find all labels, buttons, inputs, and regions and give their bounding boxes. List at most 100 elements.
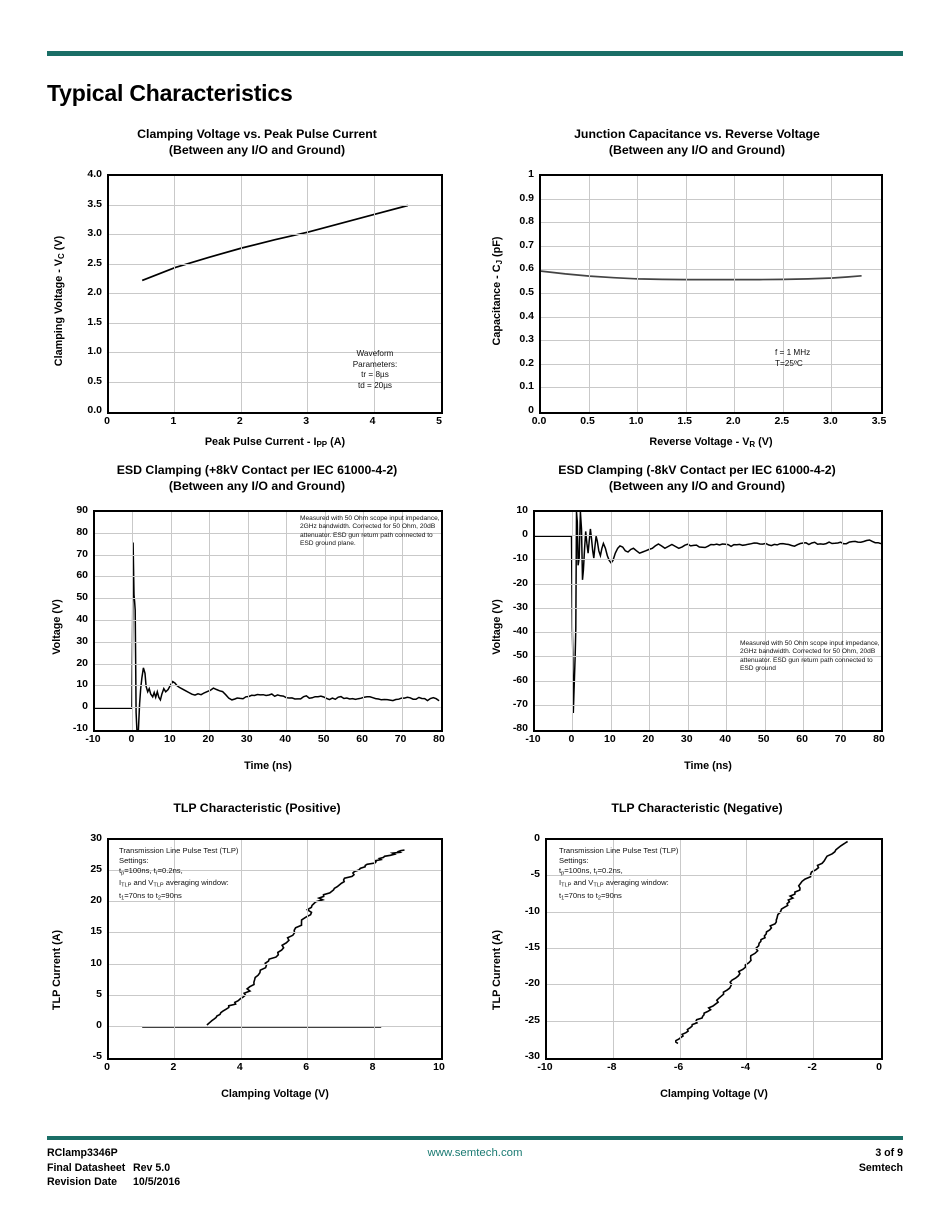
y-tick-label: 30 xyxy=(90,832,102,844)
footer-page-number: 3 of 9 xyxy=(875,1147,903,1159)
chart-annotation: Measured with 50 Ohm scope input impedan… xyxy=(300,515,440,548)
x-tick-label: 2.5 xyxy=(774,415,790,427)
y-tick-label: -40 xyxy=(512,625,528,638)
x-tick-label: 40 xyxy=(719,733,732,745)
gridline-horizontal xyxy=(95,707,441,709)
gridline-horizontal xyxy=(547,875,881,877)
gridline-vertical xyxy=(588,176,590,412)
gridline-vertical xyxy=(813,840,815,1058)
y-tick-label: -20 xyxy=(512,576,528,589)
gridline-horizontal xyxy=(95,663,441,665)
chart-esd-clamping-negative: ESD Clamping (-8kV Contact per IEC 61000… xyxy=(487,462,907,782)
x-tick-label: 30 xyxy=(680,733,693,745)
chart-title-line1: ESD Clamping (-8kV Contact per IEC 61000… xyxy=(558,463,836,477)
gridline-vertical xyxy=(174,840,176,1058)
gridline-vertical xyxy=(637,176,639,412)
data-series xyxy=(142,849,405,1028)
y-tick-label: -60 xyxy=(512,673,528,686)
gridline-vertical xyxy=(734,176,736,412)
chart-tlp-negative: TLP Characteristic (Negative) TLP Curren… xyxy=(487,800,907,1120)
gridline-horizontal xyxy=(109,870,441,872)
gridline-horizontal xyxy=(535,535,881,537)
y-tick-label: -25 xyxy=(524,1013,540,1026)
y-tick-label: 0.2 xyxy=(519,356,534,369)
y-axis-label: Capacitance - CJ (pF) xyxy=(491,236,504,346)
y-tick-label: -5 xyxy=(530,868,540,881)
y-tick-label: -50 xyxy=(512,649,528,662)
x-axis-label: Reverse Voltage - VR (V) xyxy=(649,436,773,449)
x-tick-label: 20 xyxy=(202,733,215,745)
y-tick-label: 1.5 xyxy=(87,315,102,328)
x-tick-label: 60 xyxy=(796,733,808,745)
chart-title-line1: Clamping Voltage vs. Peak Pulse Current xyxy=(137,127,377,141)
y-tick-label: 0 xyxy=(534,832,540,844)
gridline-horizontal xyxy=(109,963,441,965)
plot-area xyxy=(107,838,443,1060)
chart-title-line2: (Between any I/O and Ground) xyxy=(168,479,346,493)
y-tick-label: -30 xyxy=(512,600,528,613)
y-tick-label: 40 xyxy=(76,613,88,625)
footer-website-link[interactable]: www.semtech.com xyxy=(427,1147,523,1159)
plot-area xyxy=(533,510,883,732)
footer-right: 3 of 9 Semtech xyxy=(859,1146,903,1175)
y-tick-label: 60 xyxy=(76,569,88,582)
chart-title-line1: TLP Characteristic (Positive) xyxy=(173,801,341,815)
y-tick-label: 0.1 xyxy=(519,380,534,393)
y-tick-label: 5 xyxy=(96,987,102,1000)
y-tick-label: -10 xyxy=(524,904,540,917)
y-tick-label: 2.0 xyxy=(87,286,102,298)
x-tick-label: 10 xyxy=(604,733,616,745)
gridline-vertical xyxy=(764,512,766,730)
y-tick-label: 0.5 xyxy=(519,286,534,298)
gridline-horizontal xyxy=(541,340,881,342)
y-tick-label: -70 xyxy=(512,697,528,710)
chart-title: TLP Characteristic (Negative) xyxy=(487,800,907,816)
chart-title-line1: TLP Characteristic (Negative) xyxy=(611,801,783,815)
x-tick-label: -8 xyxy=(607,1061,617,1073)
gridline-horizontal xyxy=(541,245,881,247)
y-tick-label: 10 xyxy=(516,504,528,516)
x-axis-label: Time (ns) xyxy=(244,760,292,772)
gridline-vertical xyxy=(831,176,833,412)
gridline-horizontal xyxy=(95,620,441,621)
y-tick-label: 20 xyxy=(76,656,88,669)
gridline-horizontal xyxy=(541,222,881,224)
y-tick-label: 10 xyxy=(90,956,102,969)
y-tick-label: 20 xyxy=(90,894,102,907)
footer-revision: Revision Date 10/5/2016 xyxy=(47,1176,181,1188)
y-tick-label: -20 xyxy=(524,977,540,990)
gridline-horizontal xyxy=(535,607,881,609)
y-tick-label: 1.0 xyxy=(87,345,102,357)
gridline-horizontal xyxy=(541,269,881,271)
y-axis-label: TLP Current (A) xyxy=(51,929,63,1011)
x-tick-label: 3 xyxy=(303,415,310,427)
x-tick-label: 70 xyxy=(834,733,847,745)
y-tick-label: 15 xyxy=(90,925,102,938)
x-tick-label: 8 xyxy=(369,1061,376,1073)
y-axis-label: Clamping Voltage - VC (V) xyxy=(53,235,66,367)
gridline-horizontal xyxy=(541,293,881,294)
gridline-vertical xyxy=(373,176,375,412)
gridline-horizontal xyxy=(109,234,441,235)
gridline-vertical xyxy=(132,512,134,730)
gridline-vertical xyxy=(726,512,728,730)
gridline-vertical xyxy=(687,512,689,730)
y-axis-label: TLP Current (A) xyxy=(491,929,503,1011)
x-tick-label: 6 xyxy=(303,1061,310,1073)
chart-title-line2: (Between any I/O and Ground) xyxy=(168,143,346,157)
gridline-horizontal xyxy=(109,381,441,383)
y-tick-label: -5 xyxy=(92,1050,102,1062)
gridline-vertical xyxy=(174,176,176,412)
x-tick-label: 20 xyxy=(642,733,655,745)
x-tick-label: 70 xyxy=(394,733,407,745)
gridline-horizontal xyxy=(109,932,441,934)
gridline-horizontal xyxy=(547,1020,881,1022)
x-tick-label: 1.5 xyxy=(677,415,693,427)
y-tick-label: 1 xyxy=(528,168,534,180)
gridline-horizontal xyxy=(535,680,881,682)
x-tick-label: 4 xyxy=(369,415,376,427)
x-tick-label: 0 xyxy=(128,733,135,745)
gridline-horizontal xyxy=(95,576,441,578)
gridline-horizontal xyxy=(535,704,881,706)
plot-area xyxy=(545,838,883,1060)
